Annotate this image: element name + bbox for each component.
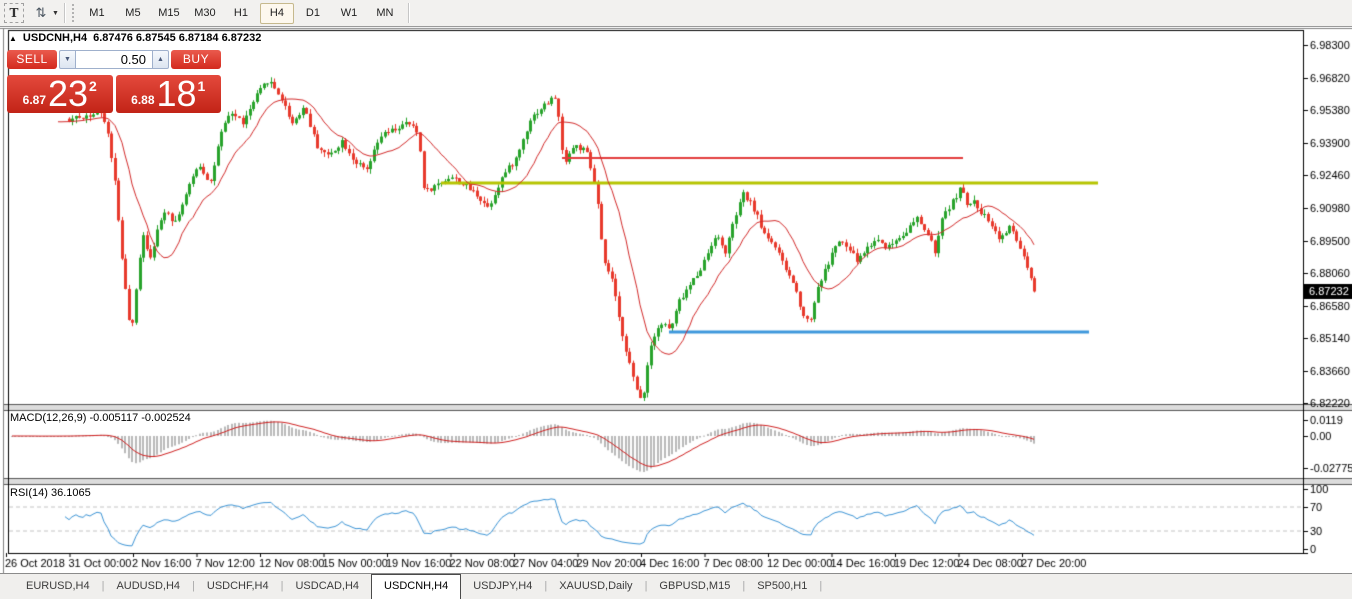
chart-tab-sp500[interactable]: SP500,H1 bbox=[757, 580, 808, 592]
volume-decrease-button[interactable]: ▼ bbox=[59, 50, 76, 69]
timeframe-button-w1[interactable]: W1 bbox=[340, 6, 358, 19]
chevron-down-icon[interactable]: ▼ bbox=[52, 9, 59, 17]
chart-header: ▲ USDCNH,H4 6.87476 6.87545 6.87184 6.87… bbox=[9, 32, 261, 44]
toolbar-separator bbox=[63, 3, 65, 23]
sell-price-big: 23 bbox=[48, 73, 89, 114]
volume-increase-button[interactable]: ▲ bbox=[152, 50, 169, 69]
toolbar: T ⇅ ▼ M1 M5 M15 M30 H1 H4 D1 W1 MN bbox=[0, 0, 1352, 27]
tab-separator: | bbox=[544, 580, 548, 592]
buy-quote-button[interactable]: 6.88 18 1 bbox=[115, 73, 221, 114]
collapse-arrow-icon[interactable]: ▲ bbox=[9, 33, 17, 43]
buy-price-pipette: 1 bbox=[197, 78, 206, 94]
buy-price-prefix: 6.88 bbox=[131, 93, 155, 107]
rsi-indicator-label: RSI(14) 36.1065 bbox=[10, 487, 91, 499]
sell-price-prefix: 6.87 bbox=[22, 93, 46, 107]
toolbar-separator bbox=[407, 3, 409, 23]
volume-stepper: ▼ ▲ bbox=[59, 50, 169, 69]
tab-separator: | bbox=[742, 580, 746, 592]
chart-tab-usdchf[interactable]: USDCHF,H4 bbox=[206, 580, 269, 592]
tab-separator: | bbox=[101, 580, 105, 592]
buy-button[interactable]: BUY bbox=[171, 50, 221, 69]
toolbar-grip[interactable] bbox=[71, 4, 74, 22]
buy-price-big: 18 bbox=[156, 73, 197, 114]
chart-tab-xauusd[interactable]: XAUUSD,Daily bbox=[559, 580, 633, 592]
timeframe-button-d1[interactable]: D1 bbox=[305, 6, 320, 19]
timeframe-button-mn[interactable]: MN bbox=[376, 6, 394, 19]
chart-tab-audusd[interactable]: AUDUSD,H4 bbox=[116, 580, 181, 592]
timeframe-button-m5[interactable]: M5 bbox=[125, 6, 141, 19]
sell-price-pipette: 2 bbox=[89, 78, 97, 94]
chart-tab-eurusd[interactable]: EURUSD,H4 bbox=[26, 580, 90, 592]
chart-tab-usdcad[interactable]: USDCAD,H4 bbox=[295, 580, 360, 592]
tab-separator: | bbox=[192, 580, 195, 592]
timeframe-button-m15[interactable]: M15 bbox=[158, 6, 180, 19]
chart-tab-usdjpy[interactable]: USDJPY,H4 bbox=[473, 580, 533, 592]
tab-separator: | bbox=[819, 580, 823, 592]
macd-indicator-label: MACD(12,26,9) -0.005117 -0.002524 bbox=[10, 412, 191, 424]
timeframe-button-m30[interactable]: M30 bbox=[194, 6, 216, 19]
chart-tab-gbpusd[interactable]: GBPUSD,M15 bbox=[659, 580, 731, 592]
chart-ohlc-values: 6.87476 6.87545 6.87184 6.87232 bbox=[93, 32, 262, 44]
tab-separator: | bbox=[280, 580, 284, 592]
timeframe-button-h4[interactable]: H4 bbox=[259, 2, 294, 24]
chart-tab-bar: EURUSD,H4 | AUDUSD,H4 | USDCHF,H4 | USDCAD,H4 U… bbox=[0, 573, 1352, 599]
tab-separator: | bbox=[644, 580, 648, 592]
sell-button[interactable]: SELL bbox=[7, 50, 57, 69]
sell-quote-button[interactable]: 6.87 23 2 bbox=[7, 75, 113, 113]
volume-input[interactable] bbox=[76, 50, 152, 69]
chart-symbol-period: USDCNH,H4 bbox=[22, 32, 88, 44]
arrange-charts-icon[interactable]: ⇅ bbox=[35, 5, 47, 20]
timeframe-button-group: M1 M5 M15 M30 H1 H4 D1 W1 MN bbox=[79, 2, 403, 24]
timeframe-button-h1[interactable]: H1 bbox=[233, 6, 248, 19]
timeframe-button-m1[interactable]: M1 bbox=[89, 6, 105, 19]
text-tool-icon[interactable]: T bbox=[4, 3, 24, 23]
chart-tab-usdcnh[interactable]: USDCNH,H4 bbox=[371, 574, 462, 599]
one-click-trading-panel: SELL ▼ ▲ BUY 6.87 23 2 6.88 18 1 bbox=[7, 50, 221, 113]
